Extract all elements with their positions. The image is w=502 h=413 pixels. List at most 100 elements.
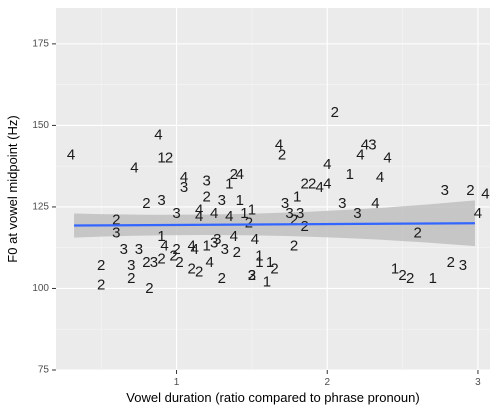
data-point: 4 <box>195 208 203 225</box>
plot-panel <box>56 8 490 371</box>
data-point: 2 <box>248 267 256 284</box>
data-point: 4 <box>180 169 188 186</box>
x-tick-label: 1 <box>174 377 180 388</box>
data-point: 3 <box>248 267 256 284</box>
data-point: 4 <box>316 179 324 196</box>
data-point: 4 <box>383 150 391 167</box>
data-point: 4 <box>190 241 198 258</box>
data-point: 4 <box>356 146 364 163</box>
data-point: 3 <box>135 241 143 258</box>
data-point: 3 <box>353 205 361 222</box>
data-point: 2 <box>165 150 173 167</box>
data-point: 4 <box>323 176 331 193</box>
data-point: 3 <box>459 257 467 274</box>
x-axis-title: Vowel duration (ratio compared to phrase… <box>126 390 419 405</box>
confidence-band <box>74 200 475 247</box>
data-point: 3 <box>221 241 229 258</box>
data-point: 1 <box>255 254 263 271</box>
data-point: 2 <box>97 257 105 274</box>
data-point: 4 <box>206 254 214 271</box>
y-tick-label: 150 <box>32 120 49 131</box>
data-point: 2 <box>142 254 150 271</box>
data-point: 3 <box>210 234 218 251</box>
data-point: 3 <box>281 195 289 212</box>
data-point: 2 <box>398 267 406 284</box>
trend-line <box>74 222 475 227</box>
data-point: 2 <box>127 270 135 287</box>
data-point: 4 <box>130 159 138 176</box>
data-point: 1 <box>255 247 263 264</box>
data-point: 1 <box>157 228 165 245</box>
data-point: 4 <box>236 166 244 183</box>
data-point: 2 <box>300 176 308 193</box>
data-point: 1 <box>225 176 233 193</box>
y-tick-label: 100 <box>32 283 49 294</box>
data-point: 1 <box>236 192 244 209</box>
data-point: 2 <box>290 238 298 255</box>
data-point: 3 <box>150 254 158 271</box>
data-point: 1 <box>429 270 437 287</box>
data-point: 3 <box>157 192 165 209</box>
data-point: 1 <box>263 273 271 290</box>
data-point: 4 <box>251 231 259 248</box>
data-point: 3 <box>218 192 226 209</box>
x-tick-label: 3 <box>475 377 481 388</box>
y-axis-title: F0 at vowel midpoint (Hz) <box>5 115 20 262</box>
data-point: 2 <box>447 254 455 271</box>
data-point: 4 <box>195 202 203 219</box>
data-point: 3 <box>180 179 188 196</box>
y-tick-label: 175 <box>32 38 49 49</box>
data-point: 4 <box>160 238 168 255</box>
data-point: 1 <box>240 205 248 222</box>
data-point: 2 <box>290 211 298 228</box>
data-point: 2 <box>142 195 150 212</box>
data-point: 1 <box>203 238 211 255</box>
data-point: 2 <box>187 260 195 277</box>
data-point: 3 <box>112 225 120 242</box>
data-point: 3 <box>338 195 346 212</box>
data-point: 4 <box>361 136 369 153</box>
data-point: 2 <box>145 280 153 297</box>
data-point: 2 <box>406 270 414 287</box>
data-point: 4 <box>474 205 482 222</box>
data-point: 2 <box>270 260 278 277</box>
data-point: 4 <box>225 208 233 225</box>
data-point: 3 <box>213 231 221 248</box>
data-point: 3 <box>285 205 293 222</box>
data-point: 2 <box>97 277 105 294</box>
data-point: 3 <box>441 182 449 199</box>
data-point: 2 <box>308 176 316 193</box>
data-point: 2 <box>218 270 226 287</box>
data-point: 2 <box>172 241 180 258</box>
data-point: 4 <box>275 136 283 153</box>
confidence-ribbon <box>74 200 475 247</box>
data-point: 3 <box>127 257 135 274</box>
data-point: 3 <box>203 172 211 189</box>
data-point: 3 <box>296 205 304 222</box>
data-point: 2 <box>245 215 253 232</box>
data-point: 4 <box>376 169 384 186</box>
data-point: 2 <box>278 146 286 163</box>
panel-background <box>56 8 490 370</box>
data-point: 4 <box>481 185 489 202</box>
data-point: 2 <box>157 251 165 268</box>
data-point: 3 <box>368 136 376 153</box>
data-point: 2 <box>413 225 421 242</box>
data-point: 4 <box>154 127 162 144</box>
data-points: 4222333243222341213422322434244242134343… <box>67 104 490 297</box>
data-point: 1 <box>346 166 354 183</box>
data-point: 3 <box>120 241 128 258</box>
x-tick-label: 2 <box>324 377 330 388</box>
regression-line <box>74 222 475 227</box>
data-point: 2 <box>230 166 238 183</box>
y-tick-label: 75 <box>38 365 50 376</box>
data-point: 2 <box>203 189 211 206</box>
y-tick-label: 125 <box>32 201 49 212</box>
data-point: 1 <box>157 150 165 167</box>
data-point: 1 <box>391 260 399 277</box>
data-point: 2 <box>233 244 241 261</box>
data-point: 2 <box>300 218 308 235</box>
data-point: 2 <box>169 247 177 264</box>
data-point: 2 <box>112 211 120 228</box>
